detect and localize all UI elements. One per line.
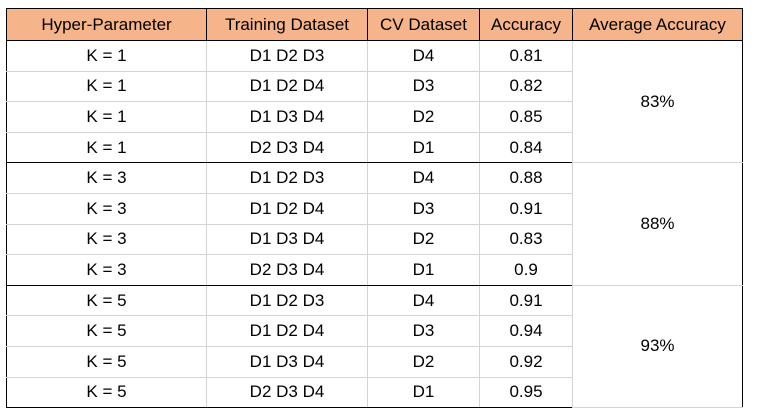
training-dataset-cell: D1 D2 D4 (206, 192, 368, 225)
training-dataset-cell: D2 D3 D4 (206, 254, 368, 286)
average-accuracy-cell: 93% (572, 284, 743, 408)
hyper-parameter-cell: K = 5 (6, 376, 207, 408)
hyper-parameter-cell: K = 1 (6, 40, 207, 72)
table-row: K = 1 D1 D3 D4 D2 0.85 (6, 101, 743, 133)
accuracy-cell: 0.83 (479, 223, 573, 256)
training-dataset-cell: D2 D3 D4 (206, 376, 368, 408)
cv-dataset-cell: D1 (367, 376, 480, 408)
training-dataset-cell: D1 D2 D4 (206, 70, 368, 103)
table-row: K = 1 D1 D2 D3 D4 0.81 83% (6, 39, 743, 164)
accuracy-cell: 0.9 (479, 254, 573, 286)
accuracy-cell: 0.91 (479, 192, 573, 225)
cv-dataset-cell: D2 (367, 223, 480, 256)
training-dataset-cell: D1 D3 D4 (206, 345, 368, 378)
hyper-parameter-cell: K = 1 (6, 70, 207, 103)
table-row: K = 3 D2 D3 D4 D1 0.9 (6, 254, 743, 286)
header-training-dataset: Training Dataset (206, 8, 368, 41)
training-dataset-cell: D1 D2 D4 (206, 315, 368, 347)
accuracy-cell: 0.91 (479, 284, 573, 317)
accuracy-cell: 0.92 (479, 345, 573, 378)
cv-dataset-cell: D2 (367, 345, 480, 378)
cv-dataset-cell: D1 (367, 131, 480, 164)
accuracy-cell: 0.88 (479, 162, 573, 194)
training-dataset-cell: D1 D3 D4 (206, 101, 368, 133)
table-row: K = 5 D1 D2 D4 D3 0.94 (6, 315, 743, 347)
table-row: K = 5 D1 D3 D4 D2 0.92 (6, 345, 743, 378)
hyper-parameter-cell: K = 1 (6, 101, 207, 133)
cv-dataset-cell: D4 (367, 284, 480, 317)
average-accuracy-cell: 83% (572, 39, 743, 164)
training-dataset-cell: D2 D3 D4 (206, 131, 368, 164)
cv-dataset-cell: D4 (367, 40, 480, 72)
table-row: K = 5 D1 D2 D3 D4 0.91 93% (6, 284, 743, 408)
hyper-parameter-cell: K = 3 (6, 223, 207, 256)
accuracy-cell: 0.94 (479, 315, 573, 347)
header-hyper-parameter: Hyper-Parameter (6, 8, 207, 41)
hyper-parameter-cell: K = 1 (6, 131, 207, 164)
training-dataset-cell: D1 D3 D4 (206, 223, 368, 256)
hyper-parameter-cell: K = 3 (6, 254, 207, 286)
table-row: K = 3 D1 D3 D4 D2 0.83 (6, 223, 743, 256)
header-average-accuracy: Average Accuracy (572, 8, 743, 41)
table-row: K = 1 D1 D2 D4 D3 0.82 (6, 70, 743, 103)
cv-dataset-cell: D3 (367, 315, 480, 347)
cv-dataset-cell: D2 (367, 101, 480, 133)
cv-dataset-cell: D4 (367, 162, 480, 194)
training-dataset-cell: D1 D2 D3 (206, 40, 368, 72)
header-accuracy: Accuracy (479, 8, 573, 41)
accuracy-cell: 0.95 (479, 376, 573, 408)
cv-dataset-cell: D1 (367, 254, 480, 286)
cv-dataset-cell: D3 (367, 70, 480, 103)
accuracy-cell: 0.82 (479, 70, 573, 103)
training-dataset-cell: D1 D2 D3 (206, 284, 368, 317)
hyper-parameter-cell: K = 3 (6, 162, 207, 194)
hyper-parameter-cell: K = 5 (6, 345, 207, 378)
table-body: K = 1 D1 D2 D3 D4 0.81 83% K = 1 D1 D2 D… (6, 39, 743, 408)
header-row: Hyper-Parameter Training Dataset CV Data… (6, 8, 743, 41)
hyper-parameter-cell: K = 3 (6, 192, 207, 225)
table-row: K = 3 D1 D2 D3 D4 0.88 88% (6, 162, 743, 286)
accuracy-cell: 0.84 (479, 131, 573, 164)
cv-dataset-cell: D3 (367, 192, 480, 225)
hyper-parameter-cell: K = 5 (6, 284, 207, 317)
cross-validation-table: Hyper-Parameter Training Dataset CV Data… (6, 8, 743, 408)
average-accuracy-cell: 88% (572, 162, 743, 286)
hyper-parameter-cell: K = 5 (6, 315, 207, 347)
accuracy-cell: 0.85 (479, 101, 573, 133)
accuracy-cell: 0.81 (479, 40, 573, 72)
table-row: K = 3 D1 D2 D4 D3 0.91 (6, 192, 743, 225)
table-row: K = 1 D2 D3 D4 D1 0.84 (6, 131, 743, 164)
training-dataset-cell: D1 D2 D3 (206, 162, 368, 194)
header-cv-dataset: CV Dataset (367, 8, 480, 41)
table-header: Hyper-Parameter Training Dataset CV Data… (6, 8, 743, 41)
